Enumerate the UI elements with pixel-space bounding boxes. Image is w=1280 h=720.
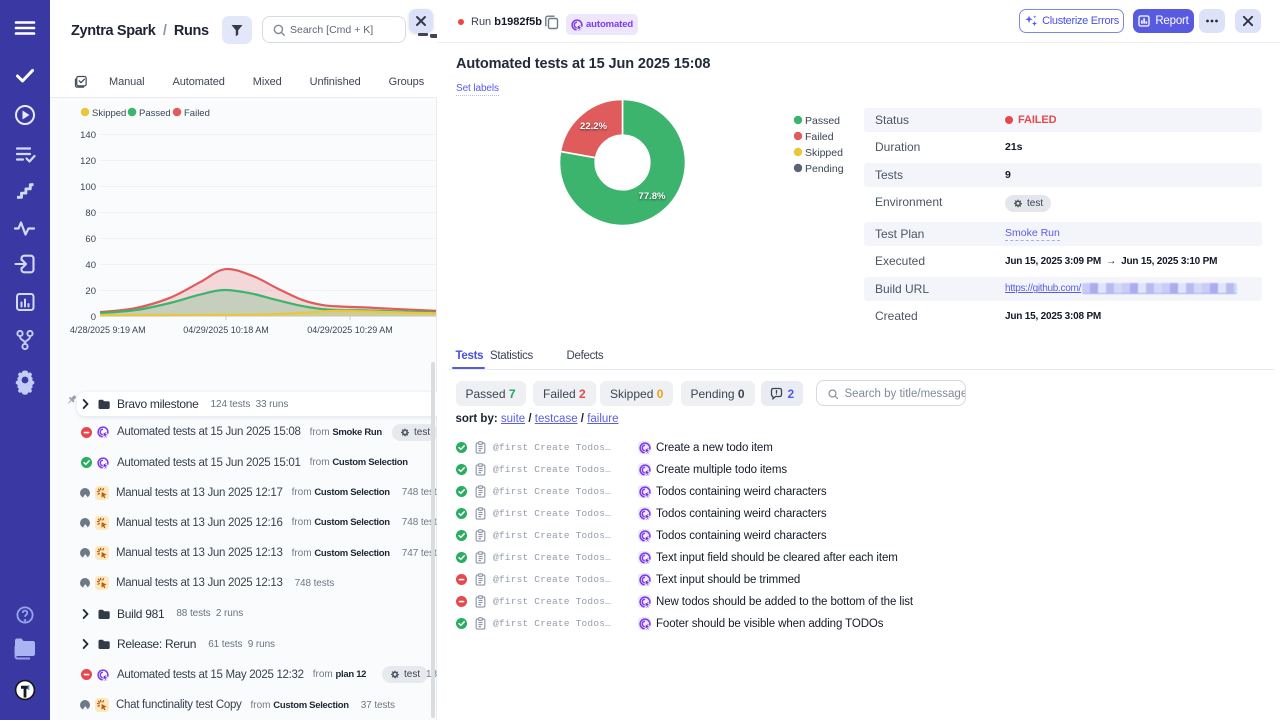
svg-text:Pending: Pending (805, 163, 844, 175)
svg-text:04/29/2025 10:18 AM: 04/29/2025 10:18 AM (183, 325, 269, 335)
svg-text:0: 0 (91, 312, 96, 323)
svg-text:77.8%: 77.8% (639, 191, 666, 202)
svg-text:80: 80 (85, 208, 96, 219)
svg-text:100: 100 (80, 182, 96, 193)
svg-text:20: 20 (85, 286, 96, 297)
svg-text:60: 60 (85, 234, 96, 245)
svg-text:120: 120 (80, 156, 96, 167)
svg-text:140: 140 (80, 130, 96, 141)
svg-text:22.2%: 22.2% (580, 121, 607, 132)
svg-text:04/29/2025 10:29 AM: 04/29/2025 10:29 AM (307, 325, 393, 335)
svg-text:Skipped: Skipped (92, 108, 126, 119)
svg-text:Failed: Failed (805, 131, 834, 143)
svg-text:Passed: Passed (805, 115, 840, 127)
svg-text:Passed: Passed (139, 108, 171, 119)
svg-text:40: 40 (85, 260, 96, 271)
svg-text:Skipped: Skipped (805, 147, 843, 159)
svg-text:4/28/2025 9:19 AM: 4/28/2025 9:19 AM (70, 325, 146, 335)
svg-text:Failed: Failed (184, 108, 210, 119)
